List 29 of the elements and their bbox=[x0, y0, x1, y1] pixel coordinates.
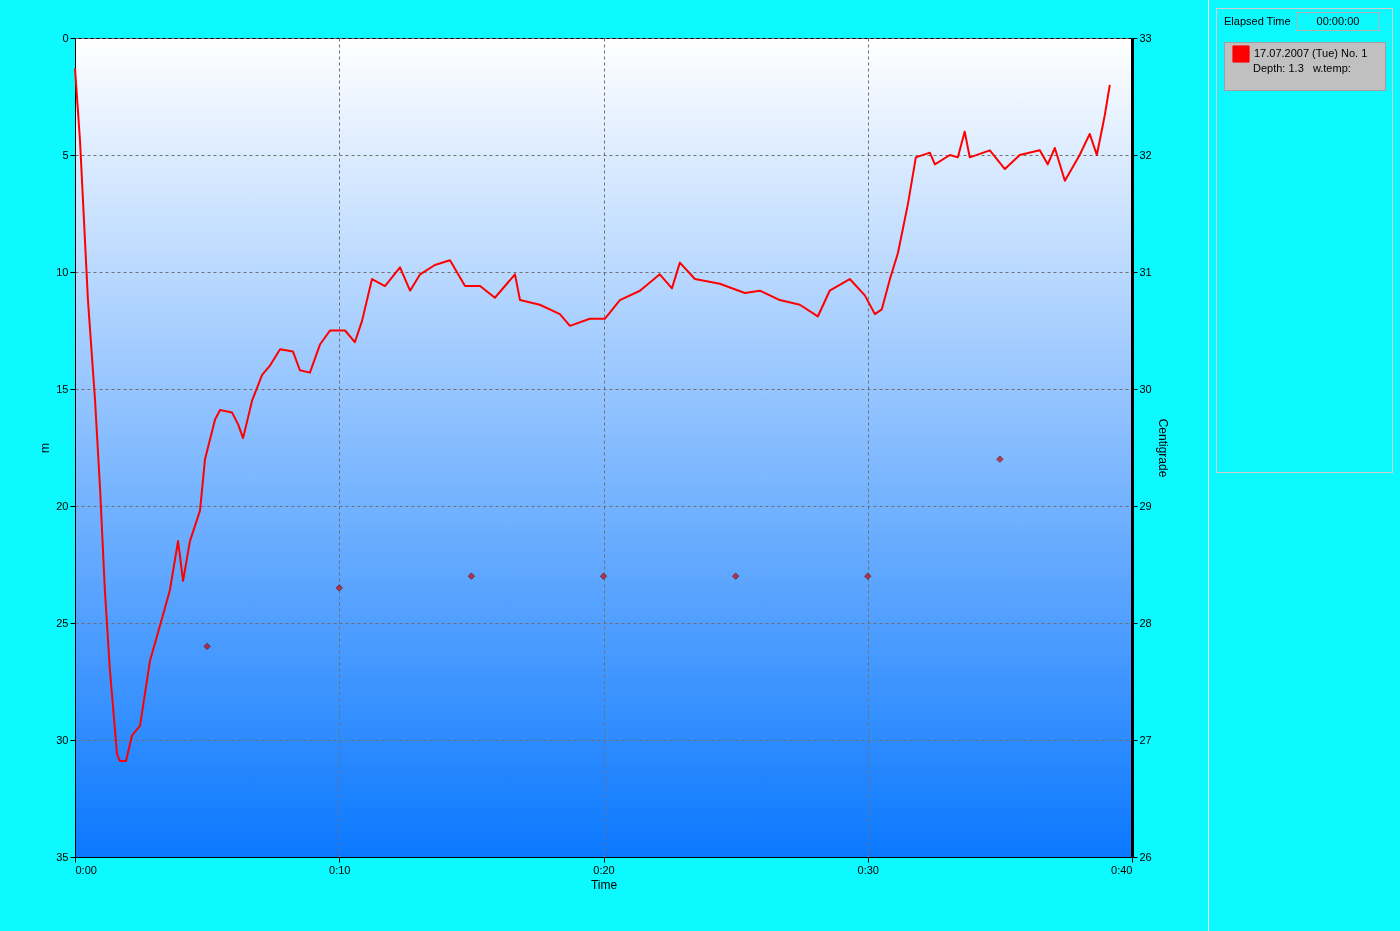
y-tick-label: 10 bbox=[56, 265, 69, 278]
y-axis-title: m bbox=[38, 443, 53, 453]
y2-tick-label: 26 bbox=[1139, 850, 1152, 863]
y2-tick-label: 28 bbox=[1139, 616, 1152, 629]
y2-tick-label: 29 bbox=[1139, 499, 1152, 512]
x-tick-label: 0:30 bbox=[857, 863, 879, 876]
x-tick-label: 0:10 bbox=[329, 863, 351, 876]
y2-tick-label: 32 bbox=[1139, 148, 1152, 161]
y-tick-label: 20 bbox=[56, 499, 69, 512]
text: 00:00:00 bbox=[1296, 12, 1380, 31]
y2-axis-title: Centigrade bbox=[1155, 418, 1170, 478]
y-tick-label: 35 bbox=[56, 850, 69, 863]
y-tick-label: 0 bbox=[62, 31, 69, 44]
x-tick-label: 0:00 bbox=[75, 863, 97, 876]
x-axis-title: Time bbox=[590, 877, 618, 892]
y-tick-label: 15 bbox=[56, 382, 69, 395]
y-tick-label: 30 bbox=[56, 733, 69, 746]
y-tick-label: 5 bbox=[62, 148, 69, 161]
legend-label: 17.07.2007 (Tue) No. 1 bbox=[1254, 47, 1368, 59]
y-tick-label: 25 bbox=[56, 616, 69, 629]
y2-tick-label: 33 bbox=[1139, 31, 1152, 44]
x-tick-label: 0:40 bbox=[1111, 863, 1133, 876]
text: Depth: 1.3 w.temp: bbox=[1253, 62, 1351, 74]
y2-tick-label: 31 bbox=[1139, 265, 1152, 278]
y2-tick-label: 27 bbox=[1139, 733, 1152, 746]
line-series bbox=[74, 67, 1111, 763]
y2-tick-label: 30 bbox=[1139, 382, 1152, 395]
x-tick-label: 0:20 bbox=[593, 863, 615, 876]
text: Elapsed Time bbox=[1224, 15, 1291, 27]
